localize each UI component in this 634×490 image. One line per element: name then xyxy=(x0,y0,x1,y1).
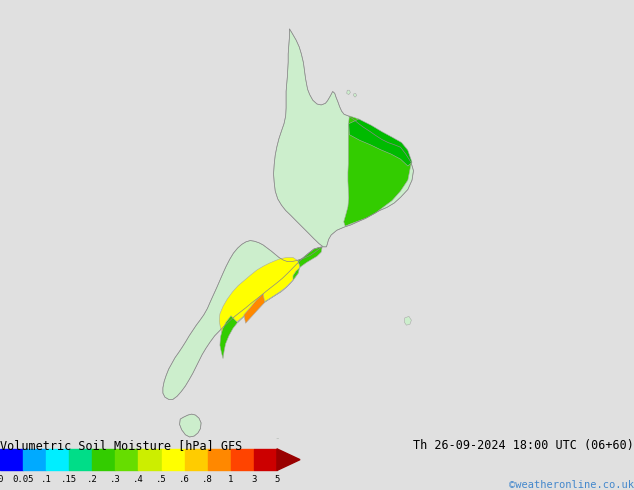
Text: 3: 3 xyxy=(251,474,257,484)
Bar xyxy=(93,449,115,470)
Polygon shape xyxy=(179,414,201,437)
Text: ©weatheronline.co.uk: ©weatheronline.co.uk xyxy=(509,480,634,490)
Text: .15: .15 xyxy=(61,474,77,484)
Text: .5: .5 xyxy=(156,474,167,484)
Text: Volumetric Soil Moisture [hPa] GFS: Volumetric Soil Moisture [hPa] GFS xyxy=(0,439,242,452)
Text: 1: 1 xyxy=(228,474,233,484)
Polygon shape xyxy=(244,294,265,323)
Text: .6: .6 xyxy=(179,474,190,484)
Polygon shape xyxy=(344,116,411,226)
Text: 0: 0 xyxy=(0,474,3,484)
Bar xyxy=(138,449,162,470)
Text: .8: .8 xyxy=(202,474,213,484)
Polygon shape xyxy=(349,119,412,166)
Bar xyxy=(46,449,69,470)
Text: .4: .4 xyxy=(133,474,144,484)
Text: Th 26-09-2024 18:00 UTC (06+60): Th 26-09-2024 18:00 UTC (06+60) xyxy=(413,439,634,452)
Polygon shape xyxy=(273,29,413,247)
Polygon shape xyxy=(220,280,293,359)
Polygon shape xyxy=(404,317,411,325)
Bar xyxy=(184,449,208,470)
Text: 5: 5 xyxy=(275,474,280,484)
Polygon shape xyxy=(354,94,357,97)
Bar xyxy=(162,449,184,470)
Bar xyxy=(69,449,93,470)
Text: .2: .2 xyxy=(87,474,98,484)
Bar xyxy=(0,449,23,470)
Polygon shape xyxy=(219,257,300,337)
Polygon shape xyxy=(347,90,351,95)
Text: .1: .1 xyxy=(41,474,51,484)
Bar xyxy=(231,449,254,470)
Text: 0.05: 0.05 xyxy=(12,474,34,484)
Polygon shape xyxy=(276,439,279,441)
Bar xyxy=(254,449,277,470)
Polygon shape xyxy=(293,247,322,280)
Bar xyxy=(208,449,231,470)
Bar xyxy=(23,449,46,470)
Polygon shape xyxy=(277,449,300,470)
Polygon shape xyxy=(191,452,194,455)
Text: .3: .3 xyxy=(110,474,120,484)
Bar xyxy=(115,449,138,470)
Polygon shape xyxy=(163,241,322,399)
